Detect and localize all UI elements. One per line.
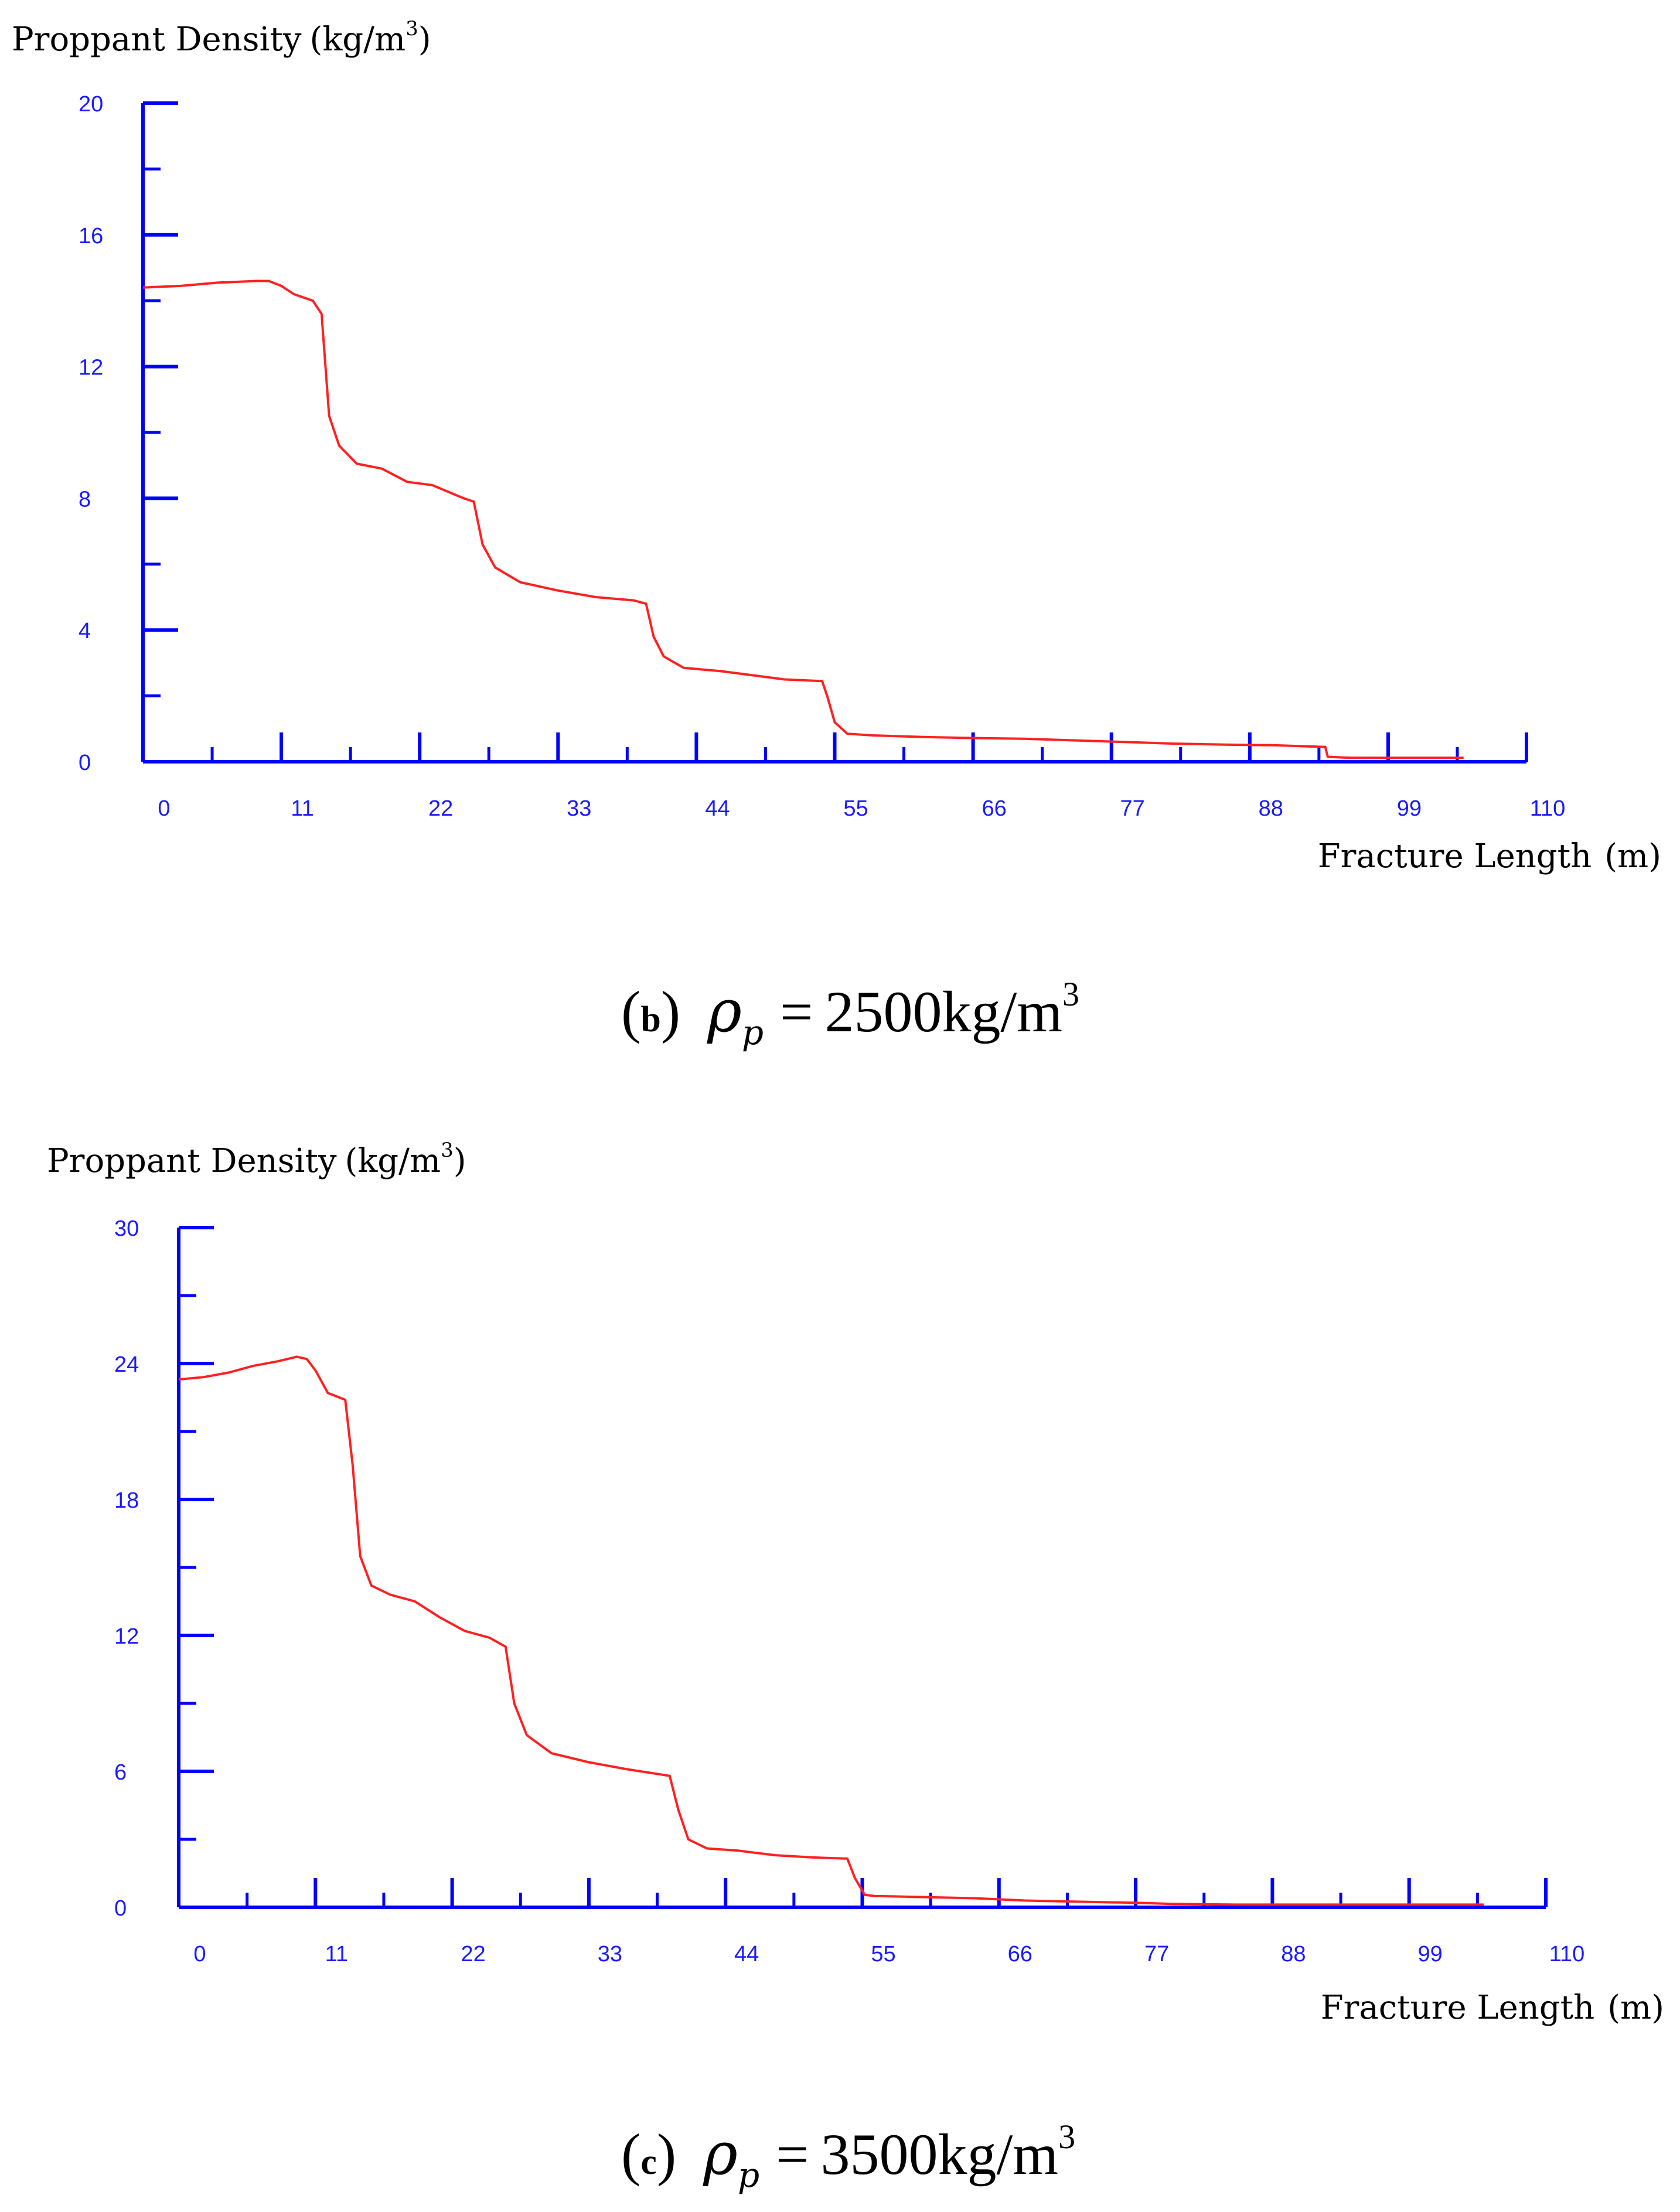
y-tick-label: 20: [79, 92, 103, 117]
caption-paren-close: ): [657, 2122, 676, 2187]
y-tick-label: 18: [114, 1488, 139, 1513]
x-tick-label: 44: [734, 1942, 759, 1966]
caption-paren-open: (: [621, 2122, 640, 2187]
x-tick-label: 99: [1397, 796, 1422, 821]
y-tick-label: 12: [114, 1624, 139, 1649]
y-tick-label: 24: [114, 1352, 139, 1377]
y-tick-label: 0: [114, 1896, 127, 1921]
x-tick-label: 0: [193, 1942, 206, 1966]
x-ticks: 0 11 22 33 44 55 66 77 88 99 110: [193, 1878, 1584, 1966]
y-tick-label: 30: [114, 1216, 139, 1241]
x-tick-label: 55: [871, 1942, 895, 1966]
x-tick-label: 77: [1144, 1942, 1169, 1966]
x-ticks: 0 11 22 33 44 55 66 77 88 99 110: [158, 732, 1565, 821]
y-tick-label: 4: [79, 619, 91, 643]
y-ticks: 0 6 12 18 24 30: [114, 1216, 214, 1921]
chart-c: Proppant Density (kg/m3) 0 6 12 18 24 30 0 11 22…: [47, 1139, 1664, 2195]
x-axis-label: Fracture Length (m): [1321, 1989, 1664, 2027]
x-tick-label: 66: [982, 796, 1006, 821]
x-tick-label: 44: [705, 796, 730, 821]
series-line: [178, 1355, 1484, 1906]
y-axis-label: Proppant Density (kg/m3): [47, 1139, 466, 1180]
x-tick-label: 110: [1549, 1942, 1585, 1966]
series-line: [142, 280, 1464, 759]
x-tick-label: 33: [567, 796, 591, 821]
x-tick-label: 66: [1008, 1942, 1032, 1966]
axes: [141, 103, 1526, 764]
x-axis-label: Fracture Length (m): [1318, 837, 1661, 875]
x-tick-label: 110: [1530, 796, 1566, 821]
y-tick-label: 12: [79, 356, 103, 380]
x-tick-label: 88: [1281, 1942, 1306, 1966]
x-tick-label: 99: [1418, 1942, 1443, 1966]
x-tick-label: 33: [598, 1942, 622, 1966]
y-axis-label: Proppant Density (kg/m3): [12, 17, 431, 59]
caption: (c) ρp = 3500kg/m3: [621, 2118, 1075, 2195]
y-ticks: 0 4 8 12 16 20: [79, 92, 178, 775]
y-tick-label: 6: [114, 1760, 127, 1785]
y-tick-label: 0: [79, 751, 91, 775]
caption: (b) ρp = 2500kg/m3: [621, 975, 1079, 1052]
chart-b: Proppant Density (kg/m3) 0 4 8 12 16 20 0 11 22 3…: [12, 17, 1661, 1052]
x-tick-label: 11: [291, 796, 313, 821]
x-tick-label: 77: [1120, 796, 1145, 821]
x-tick-label: 22: [428, 796, 453, 821]
x-tick-label: 22: [461, 1942, 485, 1966]
x-tick-label: 11: [325, 1942, 348, 1966]
y-tick-label: 16: [79, 224, 103, 248]
x-tick-label: 55: [843, 796, 868, 821]
axes: [177, 1228, 1546, 1909]
caption-paren-open: (: [621, 979, 640, 1044]
x-tick-label: 88: [1259, 796, 1283, 821]
x-tick-label: 0: [158, 796, 170, 821]
y-tick-label: 8: [79, 487, 91, 512]
caption-paren-close: ): [661, 979, 680, 1044]
